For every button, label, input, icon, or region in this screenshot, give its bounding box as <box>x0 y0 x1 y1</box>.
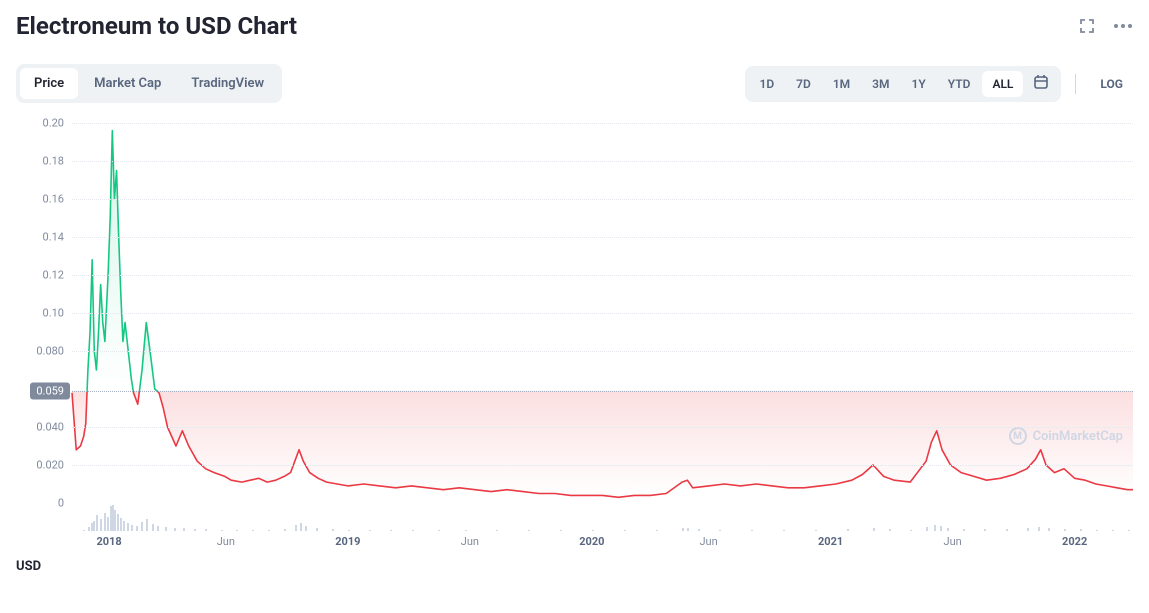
y-tick-label: 0.020 <box>36 459 64 472</box>
y-tick-label: 0.14 <box>43 231 64 244</box>
x-tick-label: Jun <box>217 535 235 548</box>
calendar-icon[interactable] <box>1025 70 1057 98</box>
log-scale-button[interactable]: LOG <box>1090 71 1133 97</box>
x-tick-label: 2021 <box>818 535 843 548</box>
x-tick-label: 2018 <box>97 535 122 548</box>
view-tabs: PriceMarket CapTradingView <box>16 64 282 103</box>
chart-footer: USD <box>0 553 1149 574</box>
range-selector: 1D7D1M3M1YYTDALL <box>745 66 1061 102</box>
tab-market-cap[interactable]: Market Cap <box>80 68 175 99</box>
x-tick-label: Jun <box>944 535 962 548</box>
range-1y[interactable]: 1Y <box>902 71 936 97</box>
right-controls: 1D7D1M3M1YYTDALL LOG <box>745 66 1133 102</box>
y-tick-label: 0.059 <box>30 382 70 399</box>
tab-price[interactable]: Price <box>20 68 78 99</box>
x-tick-label: 2022 <box>1062 535 1087 548</box>
x-tick-label: Jun <box>461 535 479 548</box>
volume-bars <box>72 505 1133 531</box>
more-icon[interactable] <box>1113 16 1133 36</box>
range-1m[interactable]: 1M <box>823 71 860 97</box>
y-tick-label: 0.080 <box>36 345 64 358</box>
y-tick-label: 0.12 <box>43 269 64 282</box>
watermark-icon: M <box>1009 427 1027 445</box>
y-tick-label: 0.20 <box>43 117 64 130</box>
y-axis: 00.0200.0400.0590.0800.100.120.140.160.1… <box>16 123 72 503</box>
range-all[interactable]: ALL <box>982 71 1023 97</box>
watermark-text: CoinMarketCap <box>1033 429 1123 444</box>
range-7d[interactable]: 7D <box>786 71 821 97</box>
chart-header: Electroneum to USD Chart <box>16 12 1133 40</box>
chart-title: Electroneum to USD Chart <box>16 12 297 40</box>
divider <box>1075 74 1076 94</box>
range-1d[interactable]: 1D <box>749 71 784 97</box>
tab-tradingview[interactable]: TradingView <box>177 68 278 99</box>
fullscreen-icon[interactable] <box>1077 16 1097 36</box>
y-tick-label: 0.040 <box>36 421 64 434</box>
range-ytd[interactable]: YTD <box>938 71 981 97</box>
range-3m[interactable]: 3M <box>862 71 899 97</box>
chart-plot-area[interactable]: M CoinMarketCap <box>72 123 1133 503</box>
x-tick-label: Jun <box>699 535 717 548</box>
currency-selector[interactable]: USD <box>16 559 41 574</box>
chart-toolbar: PriceMarket CapTradingView 1D7D1M3M1YYTD… <box>16 64 1133 103</box>
y-tick-label: 0 <box>58 497 64 510</box>
watermark: M CoinMarketCap <box>1009 427 1123 445</box>
x-axis: 2018 Jun 2019 Jun 2020 Jun 2021 Jun 2022 <box>72 535 1133 553</box>
x-tick-label: 2020 <box>579 535 604 548</box>
x-tick-label: 2019 <box>335 535 360 548</box>
header-actions <box>1077 16 1133 36</box>
y-tick-label: 0.16 <box>43 193 64 206</box>
y-tick-label: 0.10 <box>43 307 64 320</box>
y-tick-label: 0.18 <box>43 155 64 168</box>
price-chart[interactable]: 0 0.020 0.040 0.059 0.080 0.10 0.12 0.14 0.16 0.1… <box>16 123 1133 553</box>
